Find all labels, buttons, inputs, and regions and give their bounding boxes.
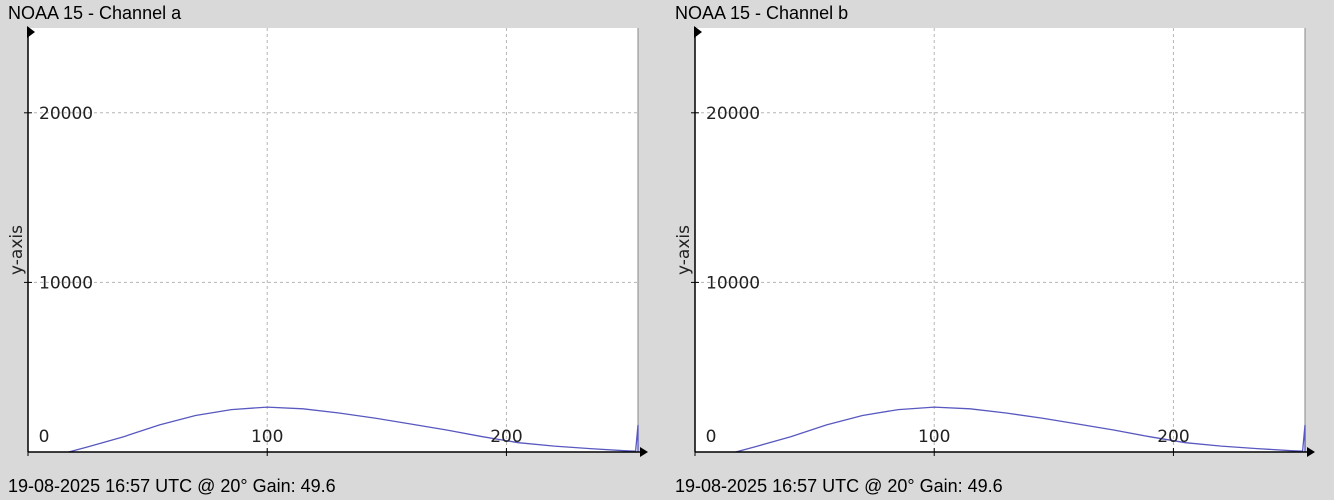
x-tick-label: 100 [251,427,283,447]
y-axis-arrow [27,26,35,38]
x-tick-label: 200 [1157,427,1189,447]
chart-panel-b: NOAA 15 - Channel b 0 100 200 10000 20000 y-a… [667,0,1334,500]
x-axis-arrow [1307,447,1315,457]
chart-footer-status: 19-08-2025 16:57 UTC @ 20° Gain: 49.6 [675,476,1003,496]
y-axis-label: y-axis [7,225,27,275]
y-tick-label: 10000 [706,273,760,293]
y-tick-label: 20000 [706,104,760,124]
x-tick-label: 0 [39,427,50,447]
chart-a-svg: 0 100 200 10000 20000 y-axis [7,26,648,457]
x-tick-label: 100 [918,427,950,447]
x-axis-arrow [640,447,648,457]
plot-area [28,28,638,452]
x-tick-label: 0 [706,427,717,447]
chart-panel-a: NOAA 15 - Channel a 0 100 200 10000 20000 y-a… [7,3,648,496]
chart-title: NOAA 15 - Channel b [675,3,849,23]
plot-area [695,28,1305,452]
chart-title: NOAA 15 - Channel a [8,3,182,23]
y-tick-label: 20000 [39,104,93,124]
y-axis-arrow [694,26,702,38]
y-tick-label: 10000 [39,273,93,293]
chart-b-svg: 0 100 200 10000 20000 y-axis [674,26,1315,457]
series-line [735,406,1306,453]
y-axis-label: y-axis [674,225,694,275]
chart-footer-status: 19-08-2025 16:57 UTC @ 20° Gain: 49.6 [8,476,336,496]
x-tick-label: 200 [490,427,522,447]
series-line [68,406,639,453]
